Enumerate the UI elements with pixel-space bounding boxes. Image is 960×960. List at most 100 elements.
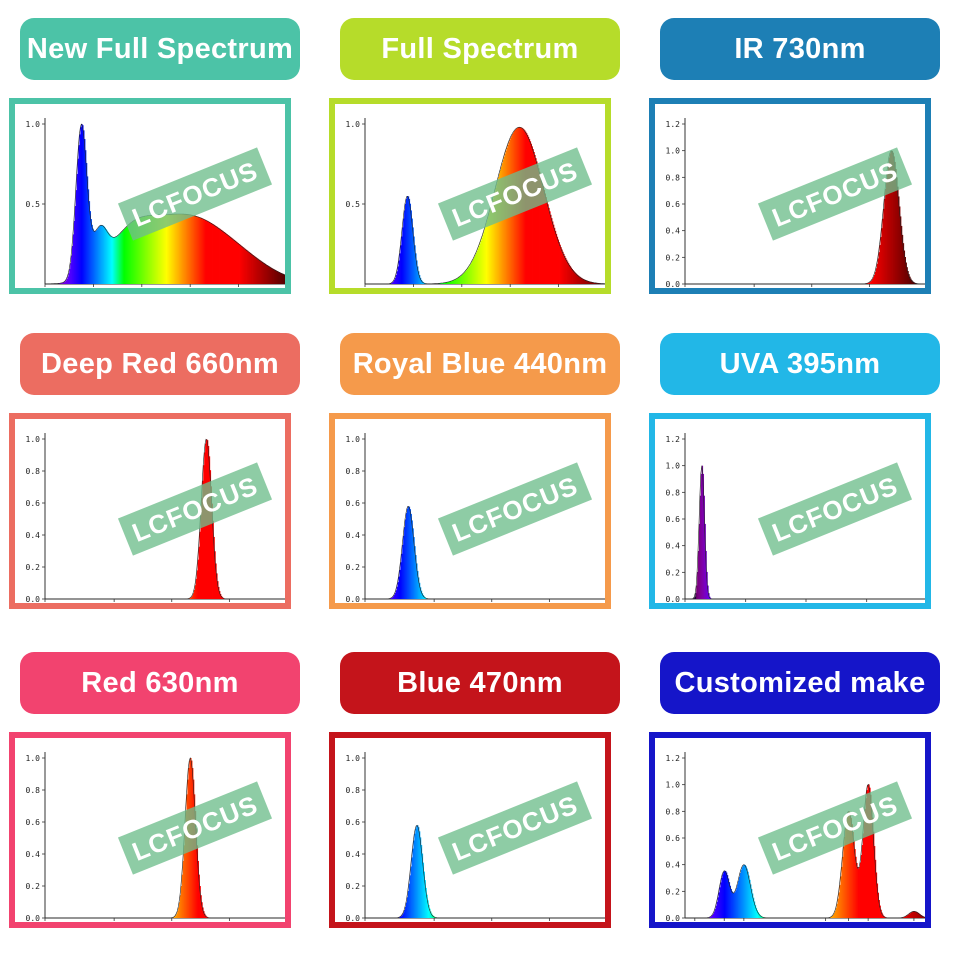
spectrum-bar [420,279,423,284]
spectrum-bar [488,213,491,284]
spectrum-bar [733,893,735,918]
spectrum-bar [405,203,407,284]
spectrum-bar [414,546,416,599]
spectrum-bar [419,837,422,918]
spectrum-bar [63,282,65,284]
spectrum-bar [413,236,415,284]
spectrum-bar [750,884,752,918]
spectrum-bar [919,914,921,918]
spectrum-bar [201,218,203,284]
spectrum-bar [391,283,393,284]
spectrum-bar [260,260,262,284]
spectrum-bar [542,186,545,284]
spectrum-bar [164,214,166,284]
spectrum-bar [470,263,472,284]
y-tick-label: 0.0 [666,595,681,603]
spectrum-bar [714,908,717,918]
spectrum-bar [898,196,900,284]
spectrum-bar [583,279,586,284]
spectrum-bar [907,914,909,918]
spectrum-bar [215,226,217,284]
spectrum-bar [175,915,177,918]
spectrum-bar [861,845,864,918]
spectrum-bar [159,214,161,284]
spectrum-bar [217,581,219,599]
spectrum-bar [484,229,486,284]
spectrum-bar [174,916,176,918]
spectrum-bar [448,281,451,284]
spectrum-bar [580,277,583,284]
spectrum-chart: 3954404705956306607300.00.20.40.60.81.01… [666,752,925,922]
spectrum-bar [918,913,920,918]
spectrum-bar [411,520,413,599]
spectrum-bar [200,515,202,599]
spectrum-bar [202,907,204,918]
spectrum-chart: 3805006007008000.00.20.40.60.81.01.2 [666,118,925,288]
spectrum-bar [846,814,849,918]
spectrum-bar [180,886,183,918]
spectrum-bar [446,282,449,284]
spectrum-area [709,784,925,918]
spectrum-bar [66,278,68,284]
spectrum-bar [196,570,199,599]
spectrum-bar [422,862,425,918]
spectrum-bar [146,215,148,284]
spectrum-bar [218,227,220,284]
spectrum-bar [205,915,207,918]
y-tick-label: 1.2 [666,754,681,763]
spectrum-bar [903,250,906,284]
spectrum-bar [863,820,866,918]
spectrum-bar [81,124,83,284]
spectrum-bar [165,214,167,284]
spectrum-bar [872,817,874,918]
spectrum-bar [71,255,73,284]
title-blue-470nm: Blue 470nm [340,652,620,714]
spectrum-bar [709,917,711,918]
spectrum-bar [453,280,455,284]
spectrum-bar [840,876,842,918]
spectrum-bar [163,214,165,284]
spectrum-bar [64,281,66,284]
spectrum-bar [566,259,568,284]
spectrum-bar [229,236,231,284]
spectrum-bar [751,889,753,918]
spectrum-bar [418,831,421,918]
spectrum-bar [278,272,280,284]
spectrum-bar [110,235,112,284]
spectrum-bar [403,218,405,284]
y-tick-label: 0.4 [666,861,681,870]
spectrum-bar [473,256,476,284]
spectrum-bar [167,214,170,284]
y-tick-label: 0.2 [666,887,681,896]
spectrum-bar [572,270,574,284]
spectrum-bar [254,256,256,284]
spectrum-bar [124,229,126,284]
spectrum-bar [273,269,275,284]
spectrum-bar [134,220,136,284]
spectrum-bar [423,871,425,918]
y-tick-label: 0.2 [346,882,361,891]
spectrum-bar [878,899,880,918]
spectrum-bar [402,914,404,918]
spectrum-bar [68,273,70,284]
spectrum-bar [564,255,566,284]
spectrum-bar [272,268,274,284]
spectrum-bar [533,151,535,284]
spectrum-bar [900,216,902,284]
spectrum-bar [214,225,216,284]
spectrum-bar [273,269,276,284]
y-tick-label: 0.5 [26,200,41,209]
spectrum-bar [902,243,905,284]
spectrum-bar [171,214,173,284]
spectrum-bar [190,597,192,599]
spectrum-bar [283,274,285,284]
spectrum-bar [160,214,162,284]
spectrum-bar [848,811,851,918]
spectrum-bar [195,216,198,284]
spectrum-bar [89,211,92,284]
y-tick-label: 0.4 [26,850,41,859]
spectrum-bar [206,220,209,284]
spectrum-bar [395,590,398,599]
spectrum-bar [153,215,156,284]
